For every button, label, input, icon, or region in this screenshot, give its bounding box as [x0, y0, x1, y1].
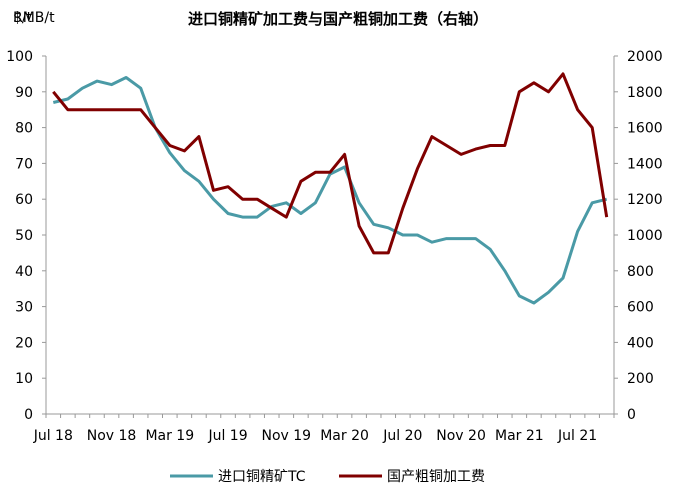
x-tick-label: Nov 19: [262, 428, 312, 444]
left-tick-label: 70: [15, 156, 33, 172]
left-tick-label: 30: [15, 300, 33, 316]
x-tick-label: Jul 18: [33, 428, 73, 444]
left-axis-unit: $/t: [13, 10, 33, 26]
series-line-tc: [52, 76, 608, 305]
right-tick-label: 400: [627, 335, 654, 351]
x-tick-label: Mar 21: [495, 428, 544, 444]
left-tick-label: 10: [15, 371, 33, 387]
x-tick-label: Mar 20: [320, 428, 369, 444]
x-tick-label: Nov 18: [87, 428, 137, 444]
left-tick-label: 80: [15, 121, 33, 137]
legend-label-rc: 国产粗铜加工费: [387, 469, 485, 485]
right-tick-label: 2000: [627, 49, 663, 65]
right-axis-unit: RMB/t: [13, 10, 55, 26]
x-axis-ticks: Jul 18 Nov 18 Mar 19 Jul 19 Nov 19 Mar 20 Jul …: [33, 414, 615, 444]
left-axis-ticks: 0 10 20 30 40 50 60 70 80 90 100: [6, 49, 46, 423]
left-tick-label: 20: [15, 335, 33, 351]
left-tick-label: 0: [24, 407, 33, 423]
legend-label-tc: 进口铜精矿TC: [218, 469, 306, 485]
x-tick-label: Jul 21: [557, 428, 597, 444]
right-tick-label: 600: [627, 300, 654, 316]
right-tick-label: 0: [627, 407, 636, 423]
left-tick-label: 60: [15, 192, 33, 208]
left-tick-label: 90: [15, 85, 33, 101]
series-line-rc: [52, 72, 609, 255]
legend: 进口铜精矿TC 国产粗铜加工费: [170, 469, 485, 485]
x-tick-label: Jul 19: [207, 428, 247, 444]
x-tick-label: Mar 19: [145, 428, 194, 444]
right-tick-label: 1400: [627, 156, 663, 172]
right-tick-label: 1600: [627, 121, 663, 137]
left-tick-label: 40: [15, 264, 33, 280]
right-tick-label: 1800: [627, 85, 663, 101]
x-tick-label: Nov 20: [436, 428, 486, 444]
x-tick-label: Jul 20: [382, 428, 422, 444]
right-tick-label: 800: [627, 264, 654, 280]
right-tick-label: 200: [627, 371, 654, 387]
chart-title: 进口铜精矿加工费与国产粗铜加工费（右轴）: [188, 10, 488, 28]
right-tick-label: 1000: [627, 228, 663, 244]
right-tick-label: 1200: [627, 192, 663, 208]
series-lines: [52, 72, 609, 305]
right-axis-ticks: 0 200 400 600 800 1000 1200 1400 1600 1800 2000: [614, 49, 663, 423]
left-tick-label: 100: [6, 49, 33, 65]
left-tick-label: 50: [15, 228, 33, 244]
